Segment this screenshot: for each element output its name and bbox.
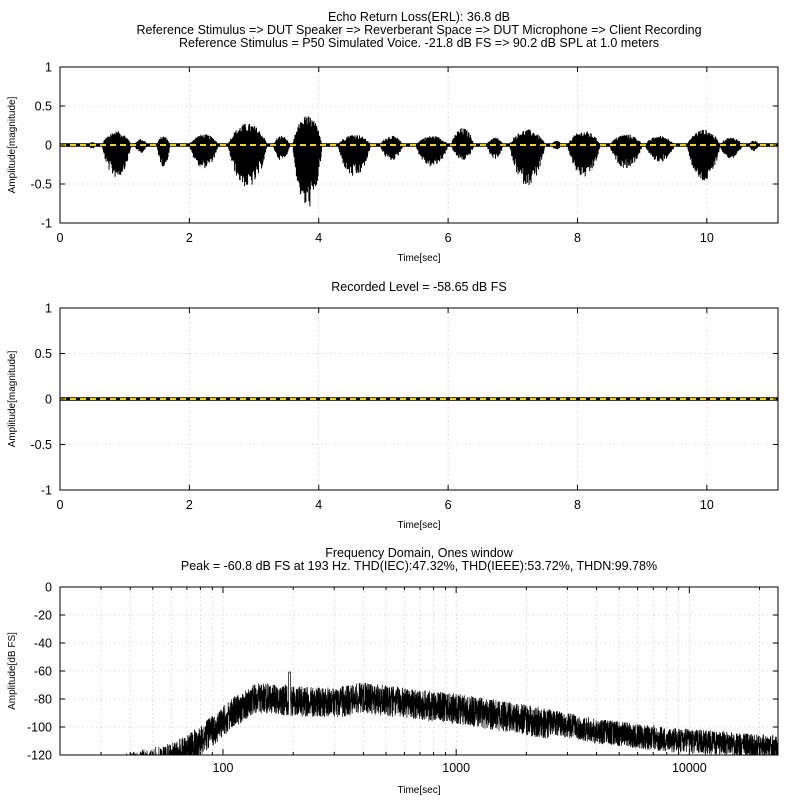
y-tick-label: -0.5 [30,178,52,192]
y-tick-label: 0 [45,139,52,153]
y-tick-label: -1 [41,484,52,498]
x-tick-label: 2 [186,498,193,512]
x-tick-label: 4 [315,498,322,512]
x-tick-label: 0 [57,498,64,512]
x-tick-label: 2 [186,231,193,245]
x-tick-label: 10 [700,231,714,245]
y-tick-label: -100 [27,721,52,735]
y-axis-label: Amplitude[dB FS] [7,632,18,710]
y-tick-label: 0 [45,393,52,407]
y-tick-label: 1 [45,61,52,75]
plot-area [60,116,778,207]
waveform-series [89,116,759,207]
chart-title-line: Echo Return Loss(ERL): 36.8 dB [328,10,510,24]
x-tick-label: 8 [574,231,581,245]
y-axis-label: Amplitude[magnitude] [7,350,18,447]
y-tick-label: 0.5 [35,347,52,361]
x-axis-label: Time[sec] [398,520,441,531]
plot-frame [59,586,779,756]
chart-title-line: Reference Stimulus => DUT Speaker => Rev… [136,23,701,37]
x-tick-label: 10000 [672,761,707,775]
y-axis-label: Amplitude[magnitude] [7,96,18,193]
panel-time-domain-recorded: Recorded Level = -58.65 dB FS 1 0.5 0 -0.5 -1… [7,280,779,531]
x-tick-label: 100 [213,761,234,775]
panel-time-domain-reference: Echo Return Loss(ERL): 36.8 dBReference … [7,10,779,264]
y-tick-label: -120 [27,749,52,763]
chart-title-line: Peak = -60.8 dB FS at 193 Hz. THD(IEC):4… [181,559,657,573]
x-tick-label: 6 [445,498,452,512]
x-tick-label: 0 [57,231,64,245]
y-tick-label: -20 [34,609,52,623]
x-axis-label: Time[sec] [398,253,441,264]
x-tick-label: 10 [700,498,714,512]
chart-title-line: Reference Stimulus = P50 Simulated Voice… [179,36,659,50]
y-tick-label: -40 [34,637,52,651]
plot-area [119,671,778,755]
spectrum-series [119,671,778,755]
y-tick-label: -80 [34,693,52,707]
y-tick-label: -60 [34,665,52,679]
y-tick-label: 1 [45,302,52,316]
chart-title-line: Frequency Domain, Ones window [325,546,514,560]
x-tick-label: 6 [445,231,452,245]
x-tick-label: 8 [574,498,581,512]
x-tick-label: 1000 [442,761,470,775]
y-tick-label: -1 [41,217,52,231]
y-tick-label: -0.5 [30,438,52,452]
chart-title-line: Recorded Level = -58.65 dB FS [331,280,506,294]
y-tick-label: 0 [45,581,52,595]
x-axis-label: Time[sec] [398,785,441,796]
y-tick-label: 0.5 [35,100,52,114]
x-tick-label: 4 [315,231,322,245]
